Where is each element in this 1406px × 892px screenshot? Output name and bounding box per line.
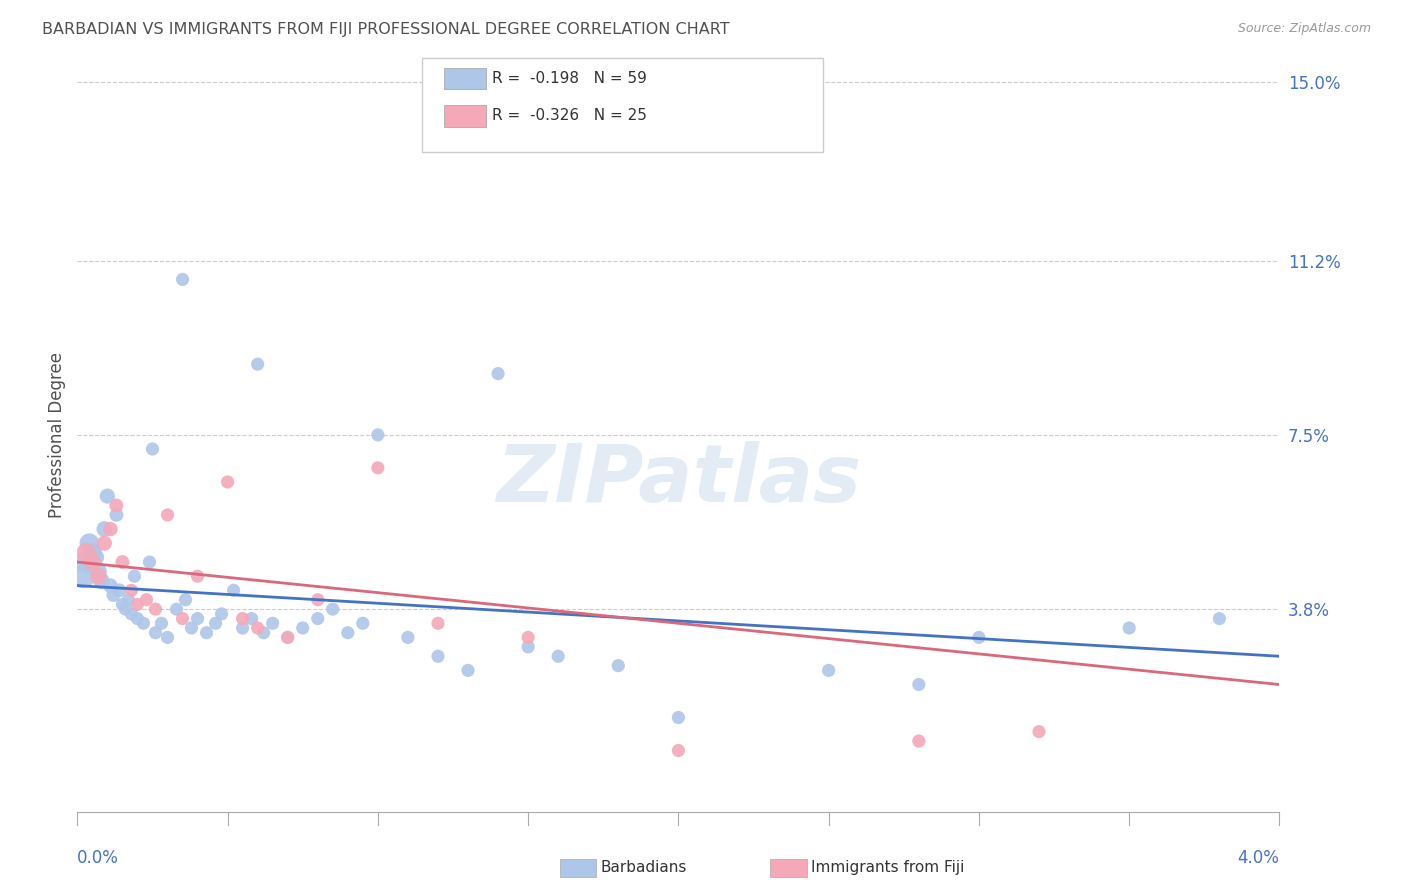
Point bbox=[1208, 611, 1230, 625]
Point bbox=[172, 272, 194, 286]
Point bbox=[262, 616, 284, 631]
Text: R =  -0.326   N = 25: R = -0.326 N = 25 bbox=[492, 109, 647, 123]
Point bbox=[246, 357, 269, 371]
Point bbox=[222, 583, 245, 598]
Point bbox=[307, 611, 329, 625]
Text: BARBADIAN VS IMMIGRANTS FROM FIJI PROFESSIONAL DEGREE CORRELATION CHART: BARBADIAN VS IMMIGRANTS FROM FIJI PROFES… bbox=[42, 22, 730, 37]
Point bbox=[547, 649, 569, 664]
Point bbox=[180, 621, 202, 635]
Point bbox=[1118, 621, 1140, 635]
Point bbox=[156, 508, 179, 522]
Point bbox=[108, 583, 131, 598]
Point bbox=[186, 569, 209, 583]
Point bbox=[367, 428, 389, 442]
Point bbox=[240, 611, 263, 625]
Text: Source: ZipAtlas.com: Source: ZipAtlas.com bbox=[1237, 22, 1371, 36]
Point bbox=[517, 640, 540, 654]
Point bbox=[668, 743, 690, 757]
Point bbox=[246, 621, 269, 635]
Point bbox=[195, 625, 218, 640]
Point bbox=[105, 499, 128, 513]
Point bbox=[427, 616, 450, 631]
Point bbox=[908, 677, 931, 691]
Point bbox=[132, 616, 155, 631]
Point bbox=[291, 621, 314, 635]
Point bbox=[96, 489, 118, 503]
Point bbox=[141, 442, 163, 456]
Point bbox=[668, 710, 690, 724]
Point bbox=[127, 598, 149, 612]
Point bbox=[105, 508, 128, 522]
Point bbox=[127, 611, 149, 625]
Point bbox=[1028, 724, 1050, 739]
Point bbox=[87, 569, 110, 583]
Point bbox=[111, 598, 134, 612]
Point bbox=[82, 546, 104, 560]
Point bbox=[100, 522, 122, 536]
Point bbox=[908, 734, 931, 748]
Point bbox=[124, 569, 146, 583]
Point bbox=[72, 569, 94, 583]
Point bbox=[336, 625, 359, 640]
Point bbox=[120, 583, 142, 598]
Point bbox=[457, 664, 479, 678]
Point bbox=[84, 550, 107, 565]
Point bbox=[87, 565, 110, 579]
Point bbox=[217, 475, 239, 489]
Point bbox=[156, 631, 179, 645]
Point bbox=[82, 555, 104, 569]
Point bbox=[120, 607, 142, 621]
Point bbox=[486, 367, 509, 381]
Point bbox=[111, 555, 134, 569]
Point bbox=[103, 588, 125, 602]
Text: 4.0%: 4.0% bbox=[1237, 849, 1279, 867]
Point bbox=[232, 611, 254, 625]
Point bbox=[307, 592, 329, 607]
Point bbox=[145, 602, 167, 616]
Point bbox=[90, 574, 112, 588]
Point bbox=[204, 616, 226, 631]
Point bbox=[253, 625, 276, 640]
Point bbox=[277, 631, 299, 645]
Point bbox=[186, 611, 209, 625]
Text: ZIPatlas: ZIPatlas bbox=[496, 441, 860, 519]
Point bbox=[166, 602, 188, 616]
Point bbox=[145, 625, 167, 640]
Text: Immigrants from Fiji: Immigrants from Fiji bbox=[811, 860, 965, 874]
Point bbox=[817, 664, 839, 678]
Point bbox=[117, 592, 139, 607]
Point bbox=[322, 602, 344, 616]
Point bbox=[427, 649, 450, 664]
Point bbox=[75, 546, 97, 560]
Point bbox=[93, 536, 115, 550]
Point bbox=[135, 592, 157, 607]
Point bbox=[367, 460, 389, 475]
Point bbox=[138, 555, 160, 569]
Point bbox=[211, 607, 233, 621]
Point bbox=[174, 592, 197, 607]
Point bbox=[396, 631, 419, 645]
Point bbox=[277, 631, 299, 645]
Point bbox=[100, 579, 122, 593]
Text: R =  -0.198   N = 59: R = -0.198 N = 59 bbox=[492, 71, 647, 86]
Point bbox=[517, 631, 540, 645]
Y-axis label: Professional Degree: Professional Degree bbox=[48, 351, 66, 518]
Point bbox=[352, 616, 374, 631]
Point bbox=[75, 555, 97, 569]
Point bbox=[232, 621, 254, 635]
Point bbox=[79, 536, 101, 550]
Point bbox=[172, 611, 194, 625]
Point bbox=[114, 602, 136, 616]
Point bbox=[93, 522, 115, 536]
Text: 0.0%: 0.0% bbox=[77, 849, 120, 867]
Point bbox=[607, 658, 630, 673]
Point bbox=[967, 631, 990, 645]
Text: Barbadians: Barbadians bbox=[600, 860, 686, 874]
Point bbox=[150, 616, 173, 631]
